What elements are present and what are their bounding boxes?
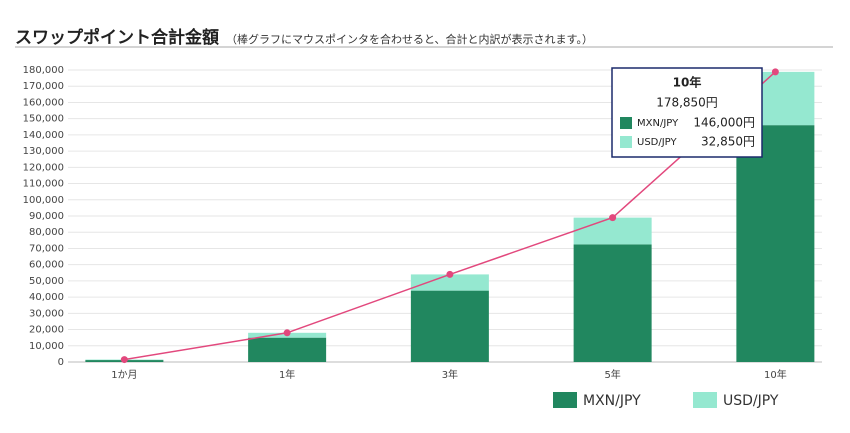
y-tick-label: 120,000 xyxy=(23,162,64,173)
y-tick-label: 150,000 xyxy=(23,114,64,125)
y-tick-label: 110,000 xyxy=(23,179,64,190)
y-tick-label: 140,000 xyxy=(23,130,64,141)
chart-title: スワップポイント合計金額 xyxy=(15,27,219,48)
tooltip-item-name: MXN/JPY xyxy=(637,118,679,129)
tooltip-item-value: 32,850円 xyxy=(701,135,755,149)
bar xyxy=(574,244,652,362)
x-tick-label: 1か月 xyxy=(111,369,137,381)
y-tick-label: 20,000 xyxy=(29,325,64,336)
y-tick-label: 0 xyxy=(58,357,64,368)
total-point xyxy=(609,214,616,221)
y-tick-label: 130,000 xyxy=(23,146,64,157)
tooltip-item-name: USD/JPY xyxy=(637,137,677,148)
y-tick-label: 170,000 xyxy=(23,81,64,92)
tooltip-title: 10年 xyxy=(673,75,702,90)
y-tick-label: 90,000 xyxy=(29,211,64,222)
tooltip-total: 178,850円 xyxy=(656,96,718,110)
y-tick-label: 50,000 xyxy=(29,276,64,287)
bar xyxy=(736,125,814,362)
total-point xyxy=(772,68,779,75)
tooltip-swatch xyxy=(620,136,632,148)
y-tick-label: 60,000 xyxy=(29,260,64,271)
legend-swatch xyxy=(693,392,717,408)
y-tick-label: 180,000 xyxy=(23,65,64,76)
y-tick-label: 40,000 xyxy=(29,292,64,303)
bar xyxy=(411,291,489,362)
y-tick-label: 160,000 xyxy=(23,97,64,108)
x-tick-label: 10年 xyxy=(764,368,787,381)
y-tick-label: 100,000 xyxy=(23,195,64,206)
tooltip-item-value: 146,000円 xyxy=(693,116,755,130)
total-point xyxy=(446,271,453,278)
bar xyxy=(574,218,652,245)
y-tick-label: 80,000 xyxy=(29,227,64,238)
y-tick-label: 30,000 xyxy=(29,308,64,319)
legend-label: USD/JPY xyxy=(723,393,779,409)
y-tick-label: 70,000 xyxy=(29,243,64,254)
total-point xyxy=(284,329,291,336)
x-tick-label: 1年 xyxy=(279,368,295,381)
total-point xyxy=(121,356,128,363)
x-tick-label: 5年 xyxy=(604,368,620,381)
bar xyxy=(248,338,326,362)
tooltip-swatch xyxy=(620,117,632,129)
x-tick-label: 3年 xyxy=(442,368,458,381)
legend-swatch xyxy=(553,392,577,408)
y-tick-label: 10,000 xyxy=(29,341,64,352)
chart-subtitle: （棒グラフにマウスポインタを合わせると、合計と内訳が表示されます。） xyxy=(226,32,593,46)
legend-label: MXN/JPY xyxy=(583,393,641,409)
